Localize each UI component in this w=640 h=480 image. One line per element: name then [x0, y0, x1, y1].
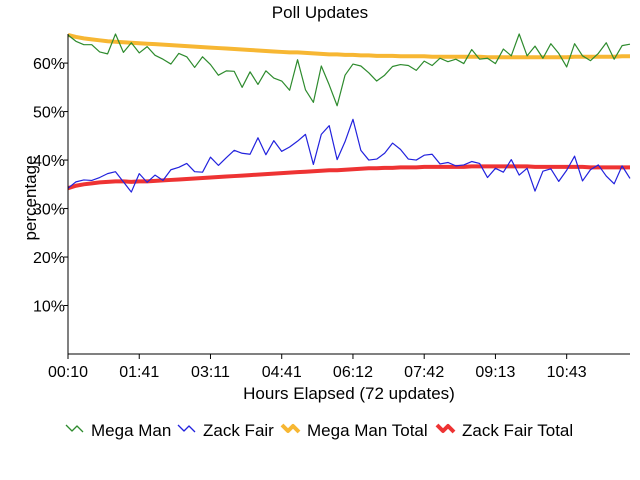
legend-swatch — [435, 423, 456, 434]
y-axis-label: percentage — [21, 155, 40, 240]
x-tick-label: 00:10 — [48, 364, 88, 381]
legend-label: Zack Fair Total — [462, 421, 573, 440]
legend-swatch — [65, 424, 84, 433]
y-tick-label: 40% — [33, 153, 65, 170]
x-tick-label: 07:42 — [404, 364, 444, 381]
series-line-mega-man-total — [67, 33, 630, 60]
legend-swatch — [177, 424, 196, 433]
x-tick-label: 10:43 — [547, 364, 587, 381]
series-layer — [67, 33, 631, 193]
series-line-zack-fair-total — [67, 164, 630, 191]
x-axis-label: Hours Elapsed (72 updates) — [243, 384, 455, 403]
y-tick-label: 60% — [33, 56, 65, 73]
x-tick-label: 06:12 — [333, 364, 373, 381]
legend-label: Mega Man Total — [307, 421, 428, 440]
legend-label: Zack Fair — [203, 421, 274, 440]
y-axis-ticks: 10% 20% 30% 40% 50% 60% — [33, 56, 68, 316]
x-tick-label: 09:13 — [475, 364, 515, 381]
legend-label: Mega Man — [91, 421, 171, 440]
y-tick-label: 30% — [33, 202, 65, 219]
chart-title: Poll Updates — [272, 3, 368, 22]
plot-area: 10%20%30%40%50%60% 00:10 01:41 03:11 04:41 0… — [33, 33, 631, 381]
y-tick-label: 20% — [33, 250, 65, 267]
legend: Mega Man Zack Fair Mega Man Total Zack Fair… — [65, 421, 573, 440]
x-tick-label: 04:41 — [262, 364, 302, 381]
x-tick-label: 03:11 — [191, 364, 230, 381]
y-tick-label: 50% — [33, 105, 65, 122]
series-line-mega-man — [67, 33, 631, 107]
x-tick-label: 01:41 — [119, 364, 159, 381]
y-tick-label: 10% — [33, 299, 65, 316]
legend-swatch — [280, 423, 301, 434]
series-line-zack-fair — [67, 118, 631, 193]
x-axis-ticks: 00:10 01:41 03:11 04:41 06:12 07:42 09:13 10:43 — [48, 354, 587, 381]
